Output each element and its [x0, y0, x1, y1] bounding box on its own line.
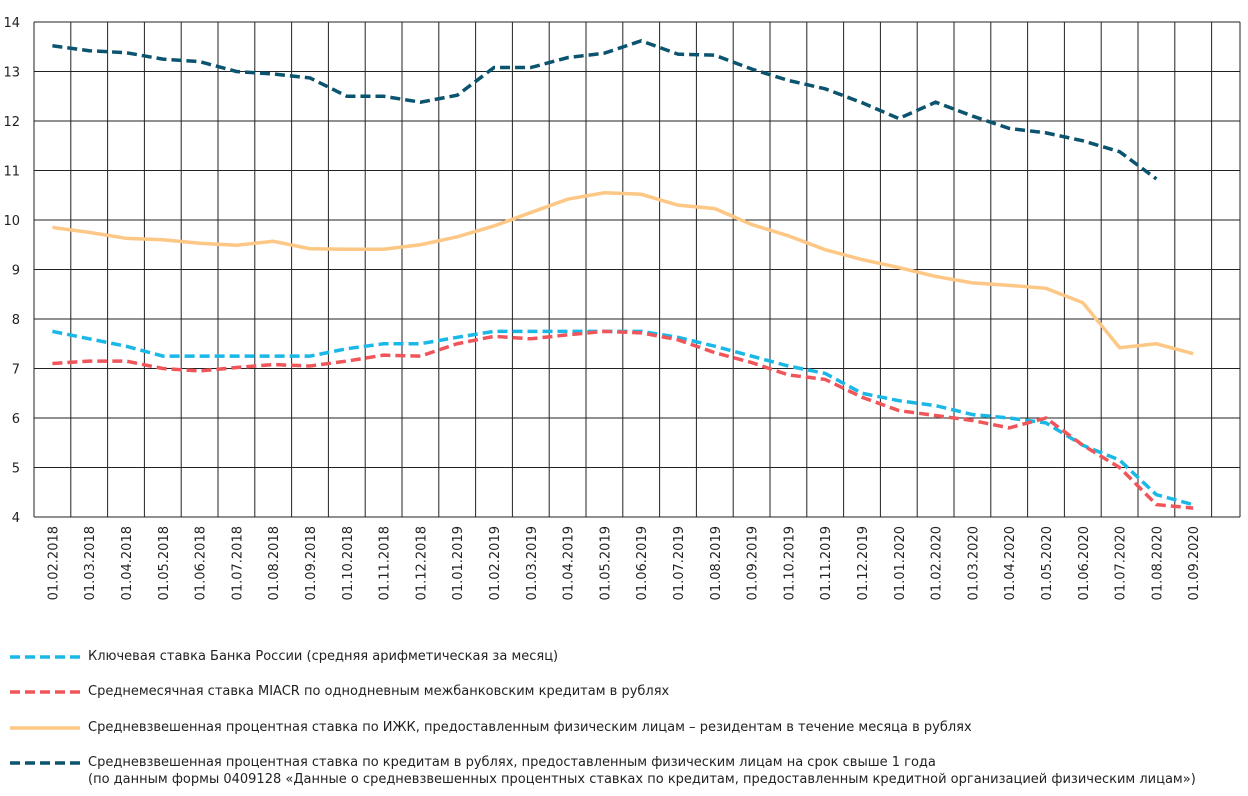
x-tick-label: 01.01.2019: [451, 526, 466, 600]
x-tick-label: 01.05.2019: [598, 526, 613, 600]
x-tick-label: 01.03.2019: [525, 526, 540, 600]
x-tick-label: 01.06.2019: [635, 526, 650, 600]
y-tick-label: 14: [3, 16, 20, 31]
y-tick-label: 13: [3, 66, 20, 81]
legend-label: Средневзвешенная процентная ставка по ИЖ…: [88, 720, 972, 735]
x-tick-label: 01.05.2018: [157, 526, 172, 600]
y-tick-label: 5: [12, 462, 20, 477]
x-tick-label: 01.11.2019: [819, 526, 834, 600]
x-tick-label: 01.08.2019: [709, 526, 724, 600]
series-line: [52, 38, 1158, 181]
y-tick-label: 8: [12, 313, 20, 328]
x-tick-label: 01.09.2019: [746, 526, 761, 600]
x-tick-label: 01.04.2019: [562, 526, 577, 600]
x-tick-label: 01.02.2018: [46, 526, 61, 600]
x-tick-label: 01.07.2018: [230, 526, 245, 600]
x-tick-label: 01.01.2020: [893, 526, 908, 600]
x-tick-label: 01.06.2020: [1077, 526, 1092, 600]
x-tick-label: 01.02.2020: [930, 526, 945, 600]
x-tick-label: 01.07.2020: [1114, 526, 1129, 600]
x-tick-label: 01.10.2018: [341, 526, 356, 600]
x-tick-label: 01.08.2018: [267, 526, 282, 600]
legend-keys: [10, 655, 80, 765]
x-tick-label: 01.09.2018: [304, 526, 319, 600]
x-tick-label: 01.08.2020: [1150, 526, 1165, 600]
legend-label: Ключевая ставка Банка России (средняя ар…: [88, 649, 559, 664]
y-tick-label: 11: [3, 165, 20, 180]
y-tick-label: 10: [3, 214, 20, 229]
y-tick-label: 6: [12, 412, 20, 427]
x-tick-label: 01.04.2018: [120, 526, 135, 600]
series-line: [52, 329, 1194, 510]
x-tick-label: 01.06.2018: [194, 526, 209, 600]
series-line: [52, 191, 1194, 356]
x-tick-label: 01.05.2020: [1040, 526, 1055, 600]
x-tick-label: 01.12.2019: [856, 526, 871, 600]
x-tick-label: 01.09.2020: [1187, 526, 1202, 600]
legend-label: Среднемесячная ставка MIACR по однодневн…: [88, 684, 670, 699]
x-tick-label: 01.03.2020: [966, 526, 981, 600]
x-tick-label: 01.02.2019: [488, 526, 503, 600]
x-tick-label: 01.12.2018: [414, 526, 429, 600]
legend-label: Средневзвешенная процентная ставка по кр…: [88, 755, 1196, 787]
x-tick-label: 01.07.2019: [672, 526, 687, 600]
x-tick-label: 01.03.2018: [83, 526, 98, 600]
y-tick-label: 4: [12, 511, 20, 526]
x-tick-label: 01.04.2020: [1003, 526, 1018, 600]
chart: 4 5 6 7 8 9 10 11 12 13 14 01.02.2018 01.03.2018 01.0…: [3, 16, 1241, 600]
y-tick-label: 7: [12, 363, 20, 378]
x-tick-label: 01.10.2019: [782, 526, 797, 600]
y-tick-label: 9: [12, 264, 20, 279]
x-tick-label: 01.11.2018: [378, 526, 393, 600]
y-tick-label: 12: [3, 115, 20, 130]
